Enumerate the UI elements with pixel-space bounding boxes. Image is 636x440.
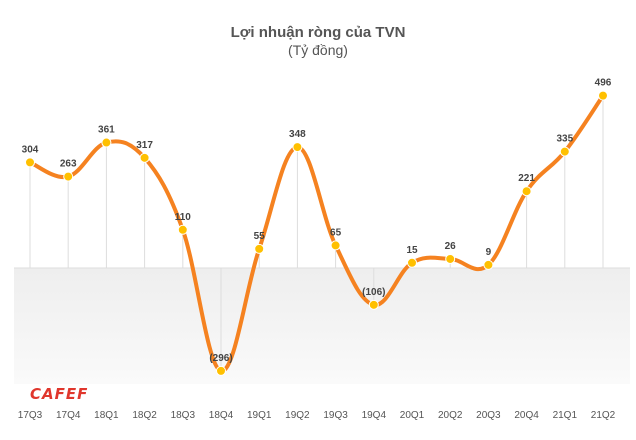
x-tick-label: 21Q2 bbox=[591, 410, 616, 421]
data-label: 9 bbox=[486, 247, 492, 258]
x-tick-label: 17Q4 bbox=[56, 410, 81, 421]
data-point bbox=[63, 171, 74, 182]
data-point bbox=[445, 253, 456, 264]
data-label: 496 bbox=[595, 78, 612, 89]
x-tick-label: 18Q1 bbox=[94, 410, 119, 421]
x-tick-label: 19Q3 bbox=[323, 410, 348, 421]
data-point bbox=[254, 243, 265, 254]
data-label: 263 bbox=[60, 159, 77, 170]
x-tick-label: 20Q1 bbox=[400, 410, 425, 421]
data-label: 317 bbox=[136, 140, 153, 151]
data-point bbox=[101, 137, 112, 148]
data-label: 335 bbox=[556, 134, 573, 145]
data-point bbox=[139, 152, 150, 163]
cafef-logo: CAFEF bbox=[30, 385, 89, 403]
data-point bbox=[292, 142, 303, 153]
data-label: 348 bbox=[289, 129, 306, 140]
data-point bbox=[177, 224, 188, 235]
x-tick-label: 21Q1 bbox=[553, 410, 578, 421]
data-label: 221 bbox=[518, 173, 535, 184]
x-tick-label: 20Q2 bbox=[438, 410, 463, 421]
data-point bbox=[330, 240, 341, 251]
data-point bbox=[559, 146, 570, 157]
x-tick-label: 20Q3 bbox=[476, 410, 501, 421]
x-tick-label: 18Q4 bbox=[209, 410, 234, 421]
data-label: 110 bbox=[175, 212, 192, 223]
x-tick-label: 18Q2 bbox=[132, 410, 157, 421]
x-tick-label: 18Q3 bbox=[171, 410, 196, 421]
x-tick-label: 19Q4 bbox=[362, 410, 387, 421]
chart-subtitle: (Tỷ đồng) bbox=[288, 42, 348, 58]
data-point bbox=[368, 299, 379, 310]
data-point bbox=[483, 259, 494, 270]
data-point bbox=[216, 365, 226, 376]
data-label: 15 bbox=[406, 245, 418, 256]
data-point bbox=[598, 90, 608, 101]
x-tick-label: 19Q1 bbox=[247, 410, 272, 421]
x-tick-label: 19Q2 bbox=[285, 410, 310, 421]
x-tick-label: 20Q4 bbox=[514, 410, 539, 421]
chart-title: Lợi nhuận ròng của TVN bbox=[230, 24, 406, 41]
data-label: 55 bbox=[254, 231, 266, 242]
data-label: (106) bbox=[362, 287, 385, 298]
data-label: 26 bbox=[445, 241, 457, 252]
x-tick-label: 17Q3 bbox=[18, 410, 43, 421]
data-label: (296) bbox=[209, 353, 232, 364]
data-point bbox=[407, 257, 417, 268]
data-label: 304 bbox=[22, 144, 39, 155]
negative-region bbox=[14, 268, 630, 384]
data-label: 65 bbox=[330, 227, 342, 238]
data-point bbox=[521, 186, 532, 197]
data-label: 361 bbox=[98, 125, 115, 136]
data-point bbox=[25, 157, 35, 168]
